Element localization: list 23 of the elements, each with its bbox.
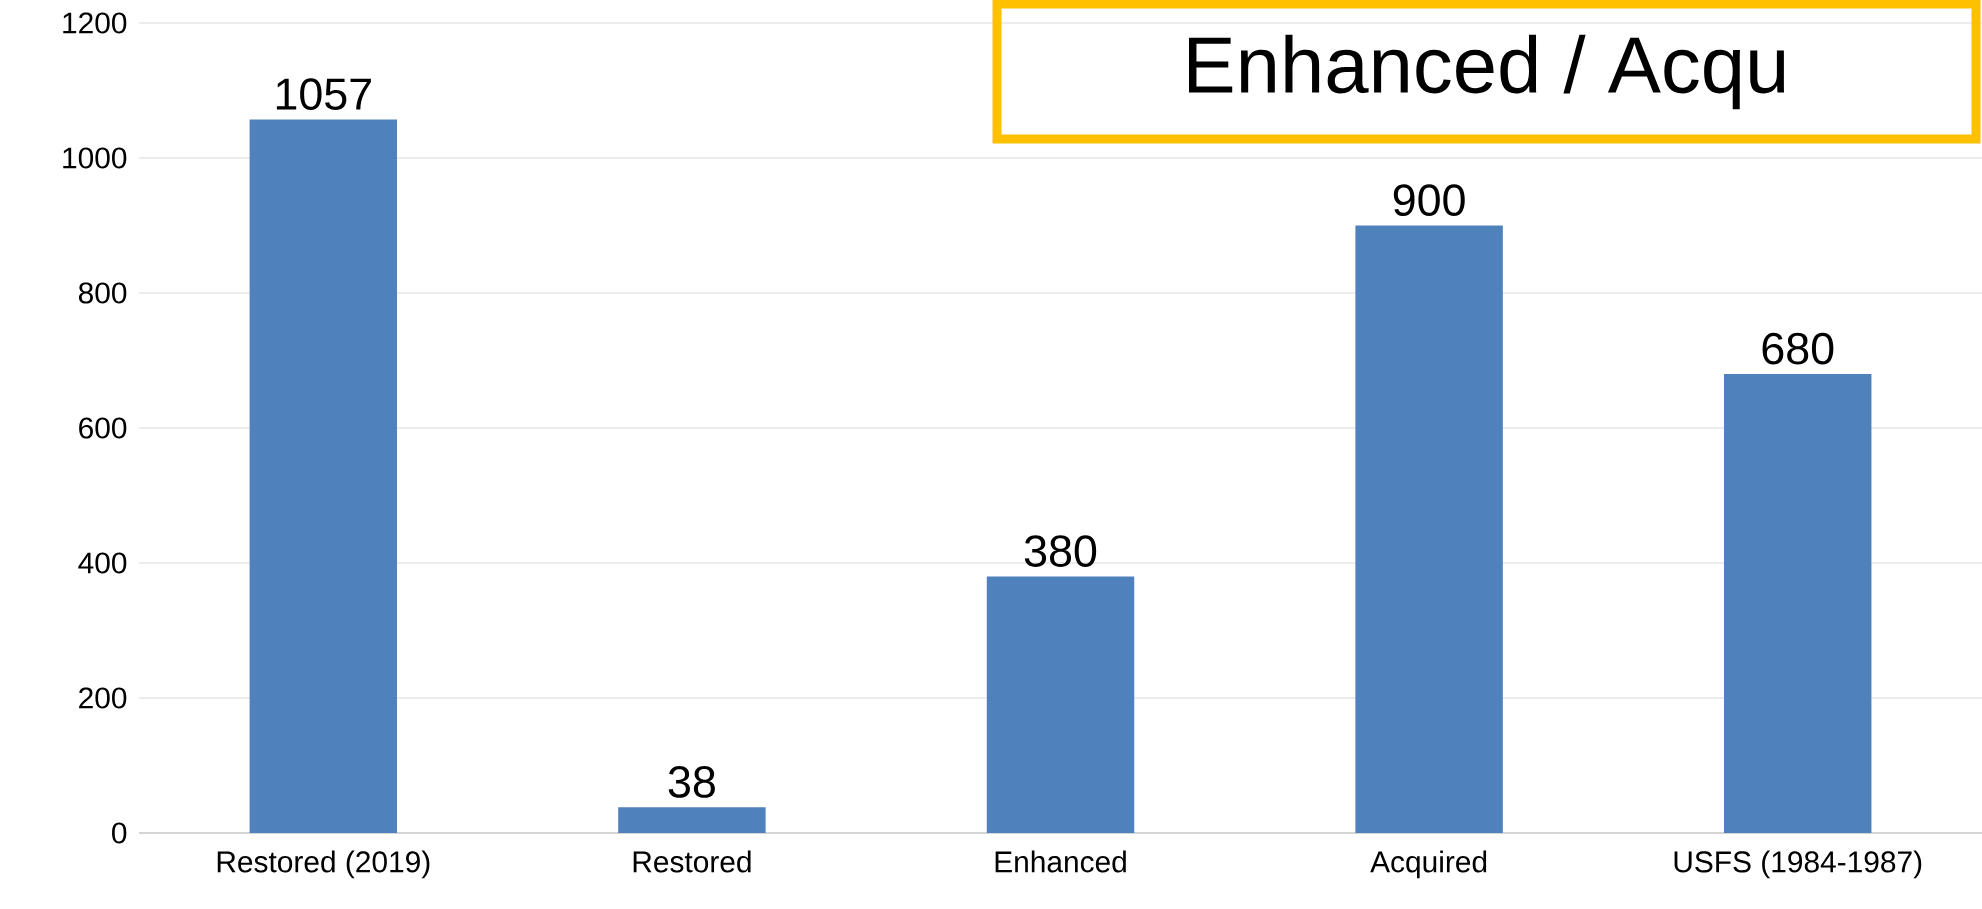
- bar: [249, 119, 398, 833]
- bar: [1723, 373, 1872, 833]
- data-label: 38: [668, 766, 715, 798]
- x-tick-label: Acquired: [1370, 850, 1487, 879]
- x-tick-label: USFS (1984-1987): [1674, 850, 1922, 879]
- y-tick-label: 1200: [63, 12, 127, 34]
- x-tick-label: Restored (2019): [217, 850, 430, 879]
- x-tick-label: Enhanced: [995, 850, 1126, 873]
- bar: [618, 807, 766, 833]
- y-tick-label: 200: [79, 687, 127, 709]
- data-label: 900: [1393, 184, 1465, 216]
- data-label: 380: [1024, 535, 1097, 567]
- annotation: Enhanced / Acqu: [1189, 34, 1785, 110]
- y-tick-label: 1000: [63, 147, 127, 169]
- x-tick-label: Restored: [633, 850, 751, 873]
- y-tick-label: 600: [79, 417, 127, 439]
- data-label: 1057: [276, 78, 371, 110]
- bar: [986, 576, 1135, 833]
- bar: [1355, 225, 1503, 833]
- y-tick-label: 400: [78, 552, 127, 574]
- y-tick-label: 800: [78, 282, 127, 304]
- y-tick-label: 0: [112, 822, 127, 844]
- data-label: 680: [1762, 332, 1834, 365]
